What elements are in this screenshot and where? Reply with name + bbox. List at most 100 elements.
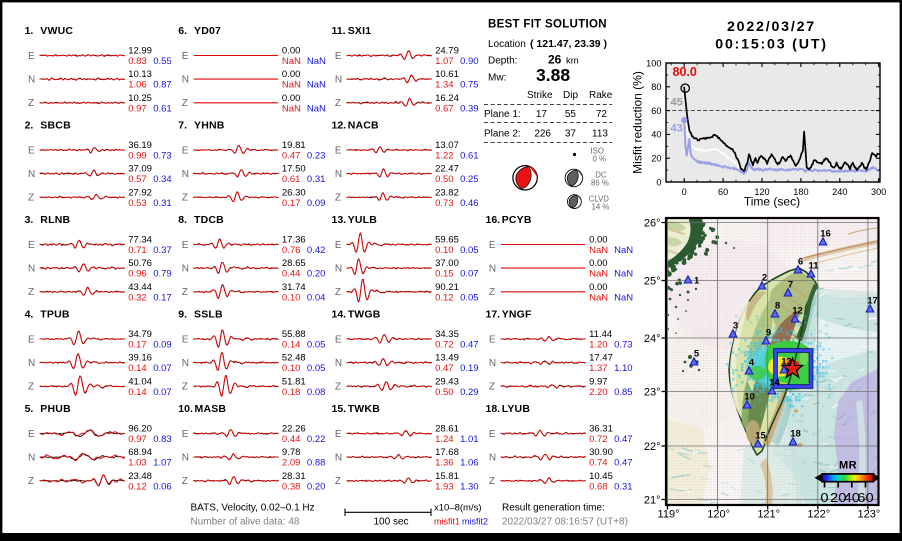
svg-text:180: 180 — [793, 187, 808, 197]
svg-text:0.07: 0.07 — [460, 269, 479, 280]
svg-text:17.47: 17.47 — [589, 353, 613, 364]
svg-text:13.: 13. — [332, 214, 347, 226]
svg-text:0.18: 0.18 — [282, 387, 301, 398]
svg-text:Z: Z — [335, 287, 341, 298]
svg-text:17: 17 — [536, 109, 548, 120]
svg-text:NaN: NaN — [614, 292, 633, 303]
svg-text:12.99: 12.99 — [128, 46, 152, 57]
svg-text:1.06: 1.06 — [128, 80, 147, 91]
svg-text:52.48: 52.48 — [282, 353, 306, 364]
svg-text:26: 26 — [548, 53, 562, 67]
svg-text:3.: 3. — [25, 214, 34, 226]
svg-text:17.68: 17.68 — [435, 447, 459, 458]
svg-text:15.: 15. — [332, 403, 347, 415]
svg-text:1.93: 1.93 — [435, 481, 454, 492]
svg-text:E: E — [28, 240, 35, 251]
svg-text:N: N — [335, 358, 342, 369]
svg-text:00:15:03 (UT): 00:15:03 (UT) — [715, 37, 828, 53]
svg-text:2022/03/27 08:16:57 (UT+8): 2022/03/27 08:16:57 (UT+8) — [502, 517, 628, 528]
svg-text:1.03: 1.03 — [128, 458, 147, 469]
svg-text:36.31: 36.31 — [589, 424, 613, 435]
svg-text:15: 15 — [755, 431, 766, 442]
svg-text:N: N — [28, 358, 35, 369]
svg-text:19.81: 19.81 — [282, 140, 306, 151]
svg-text:0.23: 0.23 — [307, 151, 326, 162]
svg-text:14 %: 14 % — [592, 202, 610, 211]
svg-text:0.05: 0.05 — [307, 363, 326, 374]
svg-text:SXI1: SXI1 — [348, 25, 372, 37]
svg-text:0.50: 0.50 — [435, 387, 454, 398]
svg-text:30.90: 30.90 — [589, 447, 613, 458]
svg-text:36.19: 36.19 — [128, 140, 152, 151]
svg-text:22°: 22° — [644, 441, 661, 453]
svg-text:17: 17 — [867, 296, 878, 307]
svg-text:N: N — [28, 75, 35, 86]
svg-text:12: 12 — [792, 306, 803, 317]
svg-text:25°: 25° — [644, 276, 661, 288]
svg-text:E: E — [489, 429, 496, 440]
svg-text:226: 226 — [534, 129, 551, 140]
svg-text:37.09: 37.09 — [128, 164, 152, 175]
svg-text:11.: 11. — [332, 25, 346, 37]
svg-text:1.22: 1.22 — [435, 151, 454, 162]
svg-text:0.19: 0.19 — [460, 363, 479, 374]
svg-text:23.82: 23.82 — [435, 187, 459, 198]
svg-text:N: N — [335, 75, 342, 86]
svg-text:ISO: ISO — [591, 147, 604, 156]
svg-text:11: 11 — [808, 261, 819, 272]
svg-text:YD07: YD07 — [194, 25, 221, 37]
svg-text:E: E — [182, 334, 189, 345]
svg-text:60: 60 — [857, 491, 874, 505]
svg-text:0.17: 0.17 — [282, 198, 301, 209]
svg-text:E: E — [335, 51, 342, 62]
svg-text:1.10: 1.10 — [614, 363, 633, 374]
svg-text:21°: 21° — [644, 495, 661, 507]
svg-text:121°: 121° — [757, 509, 780, 521]
svg-text:RLNB: RLNB — [40, 214, 70, 226]
svg-text:2022/03/27: 2022/03/27 — [727, 19, 816, 35]
svg-text:NaN: NaN — [307, 80, 326, 91]
svg-text:17.: 17. — [486, 308, 501, 320]
svg-text:45: 45 — [671, 97, 683, 109]
svg-text:E: E — [28, 334, 35, 345]
svg-text:1.24: 1.24 — [435, 434, 454, 445]
svg-text:N: N — [489, 358, 496, 369]
svg-text:9: 9 — [766, 328, 771, 339]
svg-text:2: 2 — [762, 273, 767, 284]
svg-text:26.30: 26.30 — [282, 187, 306, 198]
svg-text:Z: Z — [335, 193, 341, 204]
svg-text:0.72: 0.72 — [589, 434, 608, 445]
svg-text:100: 100 — [646, 58, 661, 68]
svg-text:18.: 18. — [486, 403, 501, 415]
svg-text:0.71: 0.71 — [128, 245, 147, 256]
svg-text:E: E — [489, 334, 496, 345]
svg-text:43: 43 — [671, 123, 683, 135]
svg-text:Plane 2:: Plane 2: — [484, 129, 521, 140]
svg-text:23.48: 23.48 — [128, 471, 152, 482]
svg-text:MASB: MASB — [195, 403, 227, 415]
svg-text:km: km — [566, 56, 579, 67]
svg-text:16.: 16. — [486, 214, 501, 226]
svg-text:E: E — [182, 240, 189, 251]
svg-text:20: 20 — [830, 491, 847, 505]
svg-text:24.79: 24.79 — [435, 46, 459, 57]
svg-text:5.: 5. — [25, 403, 34, 415]
svg-text:Rake: Rake — [589, 90, 613, 101]
svg-text:0.55: 0.55 — [153, 56, 172, 67]
svg-text:27.92: 27.92 — [128, 187, 152, 198]
svg-text:N: N — [28, 264, 35, 275]
svg-text:22.47: 22.47 — [435, 164, 459, 175]
svg-text:E: E — [28, 429, 35, 440]
svg-text:0.53: 0.53 — [128, 198, 147, 209]
svg-text:13.07: 13.07 — [435, 140, 459, 151]
svg-text:17.36: 17.36 — [282, 235, 306, 246]
svg-text:0.44: 0.44 — [282, 434, 301, 445]
svg-text:80: 80 — [651, 82, 661, 92]
svg-text:0.05: 0.05 — [460, 292, 479, 303]
svg-text:0.47: 0.47 — [435, 363, 454, 374]
svg-text:60: 60 — [718, 187, 728, 197]
svg-text:23°: 23° — [644, 387, 661, 399]
svg-text:96.20: 96.20 — [128, 424, 152, 435]
svg-text:E: E — [182, 145, 189, 156]
svg-text:Z: Z — [182, 193, 188, 204]
